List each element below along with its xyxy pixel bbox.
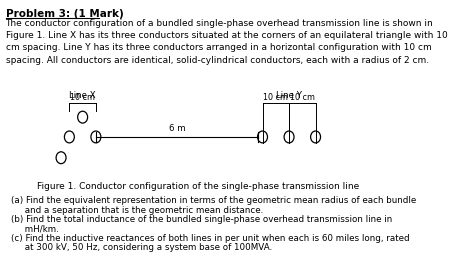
Text: 10 cm: 10 cm: [290, 93, 315, 102]
Text: (c) Find the inductive reactances of both lines in per unit when each is 60 mile: (c) Find the inductive reactances of bot…: [11, 234, 410, 243]
Text: at 300 kV, 50 Hz, considering a system base of 100MVA.: at 300 kV, 50 Hz, considering a system b…: [11, 243, 273, 252]
Text: 10 cm: 10 cm: [263, 93, 288, 102]
Text: Figure 1. Conductor configuration of the single-phase transmission line: Figure 1. Conductor configuration of the…: [37, 183, 359, 191]
Text: mH/km.: mH/km.: [11, 225, 59, 234]
Text: Line Y: Line Y: [276, 92, 302, 100]
Text: The conductor configuration of a bundled single-phase overhead transmission line: The conductor configuration of a bundled…: [6, 19, 447, 65]
Text: 6 m: 6 m: [169, 124, 185, 133]
Text: Problem 3: (1 Mark): Problem 3: (1 Mark): [6, 9, 123, 19]
Text: (b) Find the total inductance of the bundled single-phase overhead transmission : (b) Find the total inductance of the bun…: [11, 215, 392, 224]
Text: and a separation that is the geometric mean distance.: and a separation that is the geometric m…: [11, 206, 264, 215]
Text: (a) Find the equivalent representation in terms of the geometric mean radius of : (a) Find the equivalent representation i…: [11, 196, 417, 205]
Text: 10 cm: 10 cm: [70, 93, 95, 102]
Text: Line X: Line X: [69, 92, 96, 100]
